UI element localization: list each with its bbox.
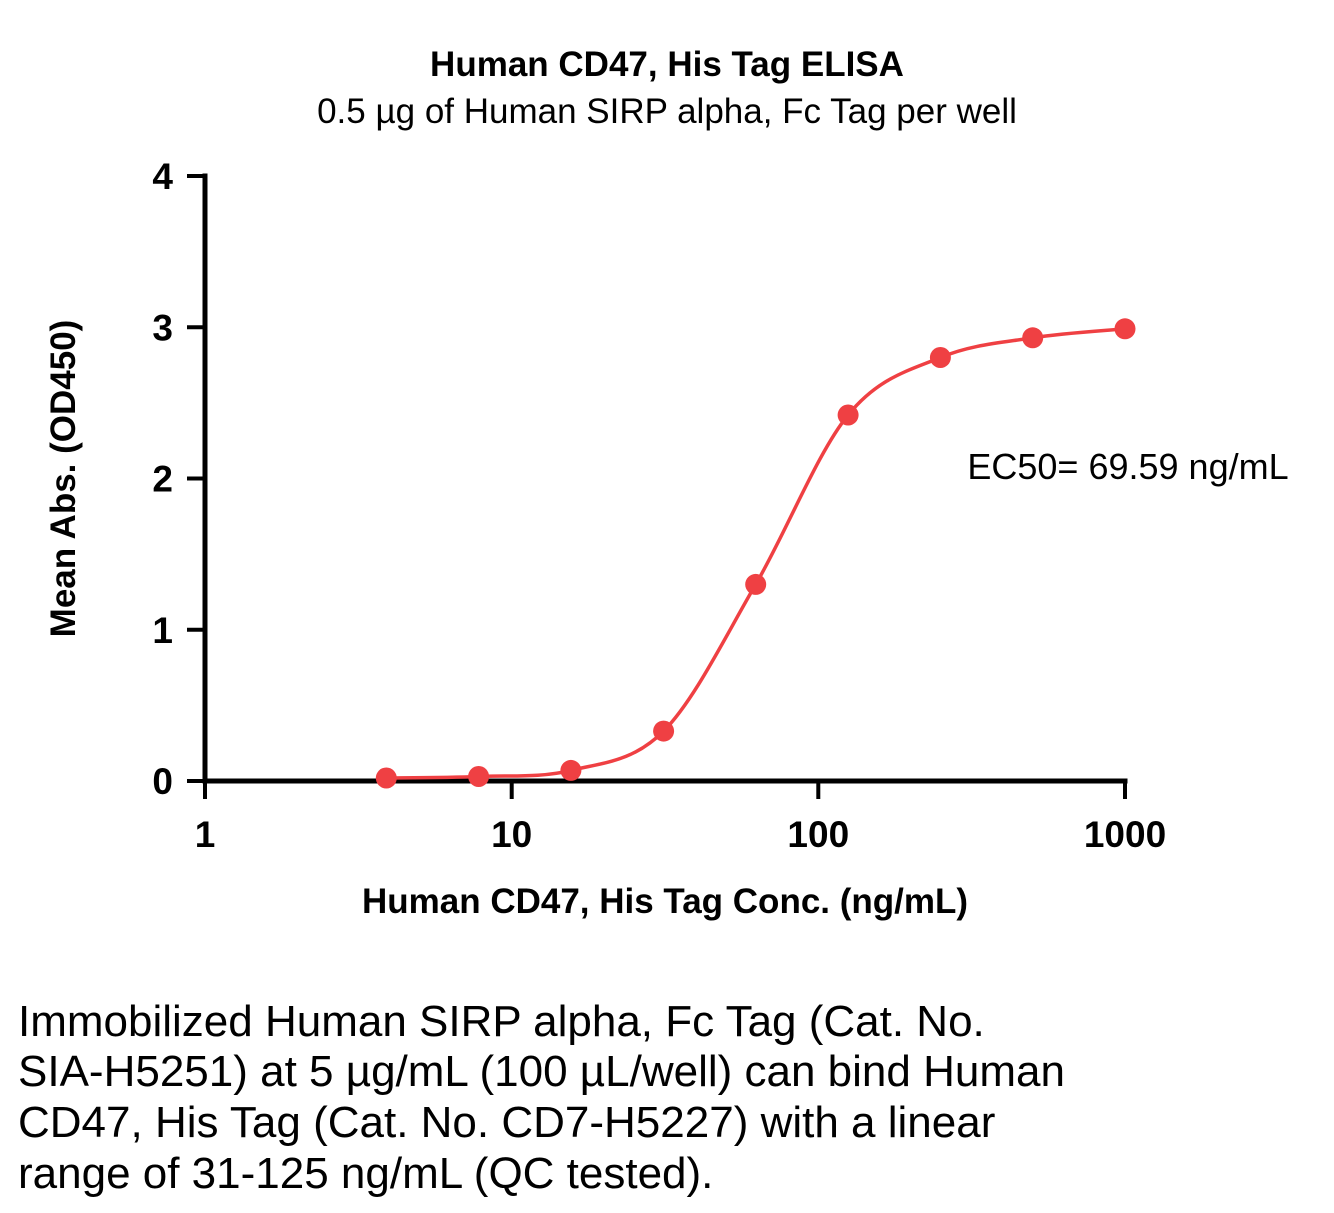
x-tick-label: 1000 bbox=[1084, 814, 1166, 855]
x-tick-label: 100 bbox=[787, 814, 849, 855]
data-point bbox=[745, 573, 767, 595]
data-point bbox=[929, 346, 951, 368]
chart-title: Human CD47, His Tag ELISA bbox=[430, 45, 904, 84]
data-point bbox=[468, 765, 490, 787]
x-axis-label: Human CD47, His Tag Conc. (ng/mL) bbox=[362, 882, 968, 921]
y-tick-label: 0 bbox=[152, 761, 173, 802]
y-axis-label: Mean Abs. (OD450) bbox=[44, 319, 83, 637]
figure-caption: Immobilized Human SIRP alpha, Fc Tag (Ca… bbox=[0, 997, 1334, 1199]
chart-subtitle: 0.5 µg of Human SIRP alpha, Fc Tag per w… bbox=[317, 91, 1017, 131]
caption-line: Immobilized Human SIRP alpha, Fc Tag (Ca… bbox=[18, 996, 985, 1046]
chart-header: Human CD47, His Tag ELISA 0.5 µg of Huma… bbox=[0, 0, 1334, 135]
y-tick-label: 2 bbox=[152, 458, 173, 499]
data-point bbox=[1022, 327, 1044, 349]
data-point bbox=[560, 759, 582, 781]
ec50-annotation: EC50= 69.59 ng/mL bbox=[967, 446, 1288, 487]
data-point bbox=[837, 404, 859, 426]
data-point bbox=[1114, 318, 1136, 340]
data-point bbox=[653, 720, 675, 742]
caption-line: CD47, His Tag (Cat. No. CD7-H5227) with … bbox=[18, 1097, 996, 1147]
y-tick-label: 1 bbox=[152, 610, 173, 651]
caption-line: SIA-H5251) at 5 µg/mL (100 µL/well) can … bbox=[18, 1047, 1065, 1097]
y-tick-label: 4 bbox=[152, 156, 173, 197]
data-point bbox=[375, 767, 397, 789]
x-tick-label: 1 bbox=[195, 814, 216, 855]
fit-curve bbox=[386, 326, 1126, 780]
caption-line: range of 31-125 ng/mL (QC tested). bbox=[18, 1148, 714, 1198]
y-tick-label: 3 bbox=[152, 307, 173, 348]
x-tick-label: 10 bbox=[491, 814, 532, 855]
